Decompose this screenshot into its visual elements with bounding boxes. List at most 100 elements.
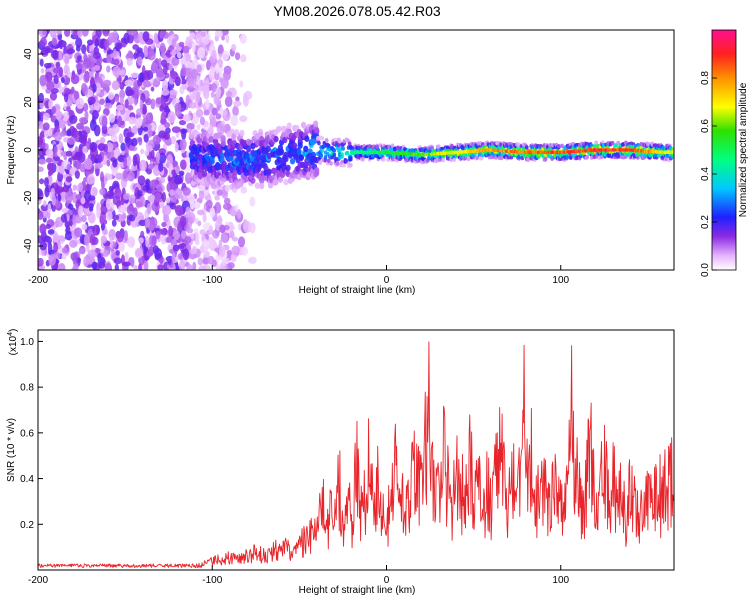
heatmap-cell (38, 110, 41, 122)
heatmap-cell (171, 169, 177, 176)
heatmap-cell (222, 203, 232, 211)
heatmap-cell (58, 40, 67, 48)
heatmap-cell (111, 167, 118, 177)
heatmap-cell (44, 186, 50, 198)
heatmap-cell (39, 58, 44, 67)
heatmap-cell (112, 159, 118, 168)
heatmap-cell (81, 63, 87, 73)
heatmap-cell (107, 92, 115, 100)
heatmap-cell (109, 236, 114, 249)
spectrogram-x-ticks: -200 -100 0 100 (28, 265, 570, 286)
heatmap-cell (240, 54, 247, 63)
heatmap-cell (179, 138, 187, 151)
heatmap-cell (81, 82, 87, 93)
heatmap-cell (110, 52, 117, 58)
heatmap-cell (75, 37, 83, 48)
heatmap-cell (59, 117, 66, 130)
heatmap-cell (153, 32, 159, 44)
heatmap-cell (341, 146, 345, 151)
heatmap-cell (114, 96, 120, 103)
heatmap-cell (132, 125, 138, 135)
heatmap-cell (127, 105, 134, 111)
heatmap-cell (92, 224, 101, 236)
heatmap-cell (182, 248, 190, 261)
heatmap-cell (136, 47, 143, 54)
heatmap-cell (219, 152, 225, 159)
heatmap-cell (44, 45, 51, 53)
heatmap-cell (100, 235, 107, 244)
heatmap-cell (104, 262, 113, 270)
heatmap-cell (143, 260, 149, 270)
heatmap-cell (266, 168, 273, 176)
heatmap-cell (139, 159, 147, 171)
heatmap-cell (202, 239, 209, 248)
heatmap-cell (317, 140, 321, 146)
heatmap-cell (259, 182, 265, 190)
heatmap-cell (58, 50, 63, 60)
x-tick-label: -200 (28, 575, 48, 586)
heatmap-cell (220, 77, 229, 89)
heatmap-cell (126, 52, 133, 59)
snr-y-ticks: 0.2 0.4 0.6 0.8 1.0 (20, 337, 43, 531)
heatmap-cell (87, 249, 95, 258)
heatmap-cell (234, 204, 239, 212)
heatmap-cell (60, 213, 67, 223)
heatmap-cell (304, 135, 310, 142)
heatmap-cell (192, 261, 197, 270)
heatmap-cell (238, 180, 244, 188)
heatmap-cell (165, 197, 171, 204)
heatmap-cell (199, 116, 205, 126)
heatmap-cell (100, 203, 108, 216)
heatmap-cell (99, 215, 105, 225)
heatmap-cell (327, 158, 331, 164)
heatmap-cell (122, 192, 131, 200)
heatmap-cell (233, 129, 240, 136)
heatmap-cell (170, 71, 178, 80)
x-tick-label: -100 (202, 575, 222, 586)
heatmap-cell (233, 100, 242, 107)
heatmap-cell (196, 74, 201, 86)
heatmap-cell (158, 152, 167, 164)
heatmap-cell (53, 74, 59, 85)
heatmap-cell (323, 155, 328, 160)
heatmap-cell (152, 245, 159, 254)
heatmap-cell (76, 122, 84, 130)
heatmap-cell (276, 125, 282, 133)
heatmap-cell (157, 264, 164, 270)
y-tick-label: 0.2 (20, 520, 34, 531)
heatmap-cell (466, 156, 471, 162)
heatmap-cell (77, 55, 82, 62)
heatmap-cell (201, 170, 208, 177)
heatmap-cell (129, 194, 136, 205)
heatmap-cell (61, 253, 67, 260)
heatmap-cell (99, 171, 105, 183)
heatmap-cell (220, 234, 229, 243)
heatmap-cell (62, 112, 70, 122)
heatmap-cell (82, 145, 88, 155)
heatmap-cell (60, 77, 65, 84)
heatmap-cell (38, 166, 44, 173)
heatmap-cell (67, 137, 76, 145)
heatmap-cell (314, 167, 320, 174)
heatmap-cell (86, 173, 95, 185)
heatmap-cell (65, 191, 73, 204)
heatmap-cell (168, 63, 173, 72)
heatmap-cell (161, 221, 167, 228)
heatmap-cell (89, 206, 94, 212)
heatmap-cell (239, 33, 247, 44)
heatmap-cell (89, 119, 97, 132)
heatmap-cell (215, 62, 220, 74)
heatmap-cell (174, 142, 179, 153)
heatmap-cell (205, 199, 213, 209)
heatmap-cell (83, 202, 90, 209)
heatmap-cell (200, 31, 207, 38)
heatmap-cell (40, 204, 49, 212)
heatmap-cell (39, 74, 47, 87)
heatmap-cell (138, 237, 144, 244)
heatmap-cell (298, 154, 304, 161)
heatmap-cell (145, 112, 154, 124)
heatmap-cell (70, 74, 80, 85)
heatmap-cell (111, 219, 117, 227)
heatmap-cell (174, 102, 182, 113)
heatmap-cell (72, 262, 79, 270)
